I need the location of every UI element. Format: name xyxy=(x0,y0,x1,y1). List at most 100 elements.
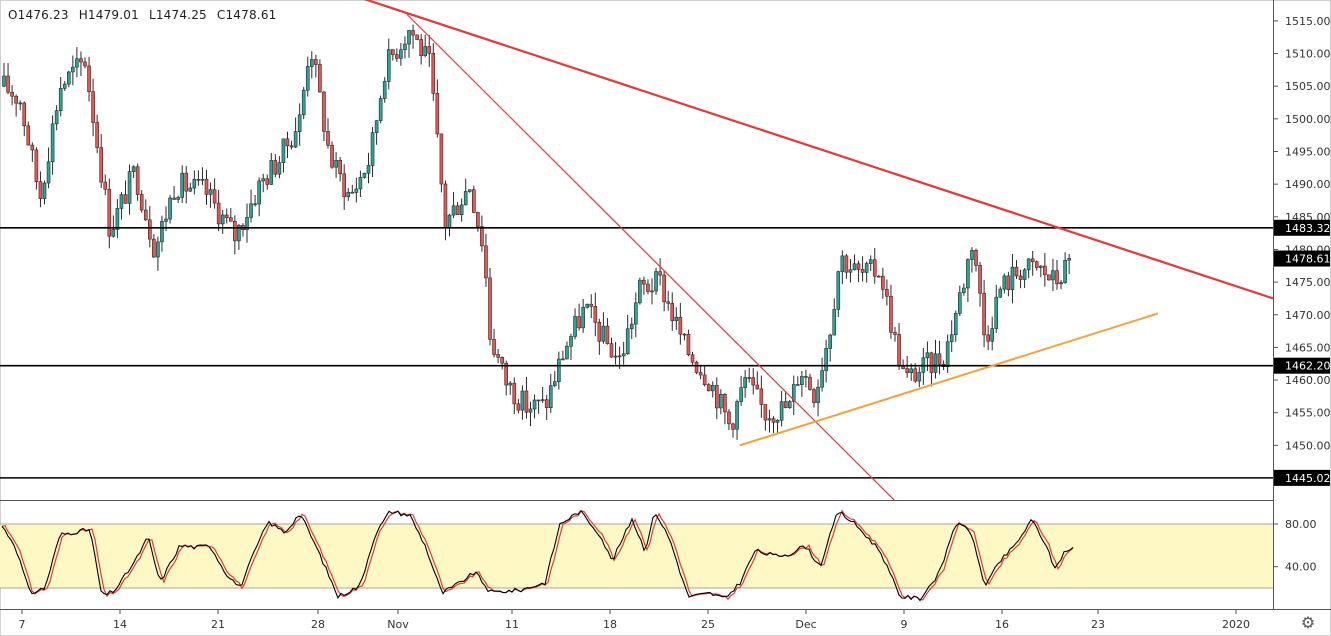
candle-body xyxy=(269,160,274,185)
price-tag-label: 1462.20 xyxy=(1285,360,1331,373)
price-tick-label: 1460.00 xyxy=(1285,374,1331,387)
candle-body xyxy=(480,226,484,247)
candle-body xyxy=(156,241,160,258)
candle-body xyxy=(330,144,334,168)
candle-body xyxy=(111,229,116,237)
candle-body xyxy=(702,374,707,385)
candle-body xyxy=(585,303,590,308)
candle-body xyxy=(455,205,460,216)
candle-body xyxy=(119,194,124,209)
candle-body xyxy=(314,59,318,65)
candle-body xyxy=(836,271,841,310)
candle-body xyxy=(216,202,221,225)
candle-body xyxy=(929,352,934,373)
candle-body xyxy=(54,110,59,125)
price-tag-box xyxy=(1274,469,1330,486)
candle-body xyxy=(46,161,51,184)
candle-body xyxy=(249,203,253,218)
candle-body xyxy=(694,361,699,373)
candle-body xyxy=(79,58,83,63)
candle-body xyxy=(767,418,772,421)
candle-body xyxy=(229,217,233,222)
candle-body xyxy=(548,385,553,408)
candle-body xyxy=(945,341,950,368)
candle-body xyxy=(557,358,561,383)
candle-body xyxy=(1022,269,1027,280)
candle-body xyxy=(257,180,261,205)
candle-body xyxy=(14,95,18,104)
candle-body xyxy=(876,275,881,278)
candle-body xyxy=(164,218,168,222)
candle-body xyxy=(58,88,63,111)
price-axis: 1445.001450.001455.001460.001465.001470.… xyxy=(1273,15,1331,485)
candle-body xyxy=(625,328,630,355)
candle-body xyxy=(727,411,731,425)
candle-body xyxy=(95,122,99,148)
candle-body xyxy=(536,399,541,402)
candle-body xyxy=(1063,259,1067,283)
candle-body xyxy=(662,274,666,303)
candle-body xyxy=(1026,258,1031,271)
candle-body xyxy=(83,61,87,67)
candle-body xyxy=(601,325,606,342)
candle-body xyxy=(775,419,780,423)
candle-body xyxy=(200,178,205,181)
low-value: L1474.25 xyxy=(148,8,207,22)
descending-resistance-line xyxy=(363,0,1274,300)
candle-body xyxy=(706,384,711,392)
candle-body xyxy=(840,255,845,272)
candle-body xyxy=(710,385,715,392)
candle-body xyxy=(427,46,432,54)
time-tick-label: Dec xyxy=(795,618,816,631)
candle-body xyxy=(103,181,108,190)
time-axis: 7 14 21 28 Nov 11 18 25 Dec 9 16 23 2020 xyxy=(19,610,1250,631)
candle-body xyxy=(91,91,95,123)
horizontal-levels[interactable] xyxy=(0,226,1273,479)
candle-body xyxy=(378,98,383,121)
candle-body xyxy=(338,160,342,175)
candles xyxy=(2,24,1071,440)
candle-body xyxy=(370,132,375,166)
candle-body xyxy=(87,65,91,92)
price-tick-label: 1515.00 xyxy=(1285,15,1331,28)
candle-body xyxy=(913,368,918,382)
candle-body xyxy=(978,265,982,294)
price-tick-label: 1510.00 xyxy=(1285,48,1331,61)
trendlines[interactable] xyxy=(280,0,1274,502)
candle-body xyxy=(1039,265,1043,268)
candle-body xyxy=(629,323,634,330)
candle-body xyxy=(99,147,103,183)
candle-body xyxy=(872,259,877,277)
candle-body xyxy=(820,370,824,388)
candle-body xyxy=(386,49,391,82)
candle-body xyxy=(127,171,132,204)
candle-body xyxy=(577,316,581,329)
candle-body xyxy=(172,197,176,200)
candle-body xyxy=(350,191,355,194)
candle-body xyxy=(1006,275,1011,290)
candle-body xyxy=(504,362,509,386)
candle-body xyxy=(6,75,10,93)
candle-body xyxy=(143,209,148,221)
candle-body xyxy=(285,138,290,147)
candle-body xyxy=(994,296,999,329)
candle-body xyxy=(476,212,480,227)
candle-body xyxy=(949,334,954,343)
gear-icon[interactable]: ⚙ xyxy=(1300,613,1316,632)
stoch-axis: 80.00 40.00 xyxy=(1273,518,1317,574)
candle-body xyxy=(747,377,752,379)
price-tag-label: 1445.02 xyxy=(1285,472,1331,485)
candle-body xyxy=(34,149,39,182)
candle-body xyxy=(524,390,529,413)
candle-body xyxy=(597,322,602,342)
candle-body xyxy=(419,39,423,56)
candle-body xyxy=(253,203,257,206)
price-tag-box xyxy=(1274,219,1330,236)
candle-body xyxy=(552,381,557,386)
candle-body xyxy=(573,316,577,337)
candle-body xyxy=(860,269,865,273)
candle-body xyxy=(471,189,476,213)
candle-body xyxy=(909,368,914,373)
price-tick-label: 1455.00 xyxy=(1285,407,1331,420)
